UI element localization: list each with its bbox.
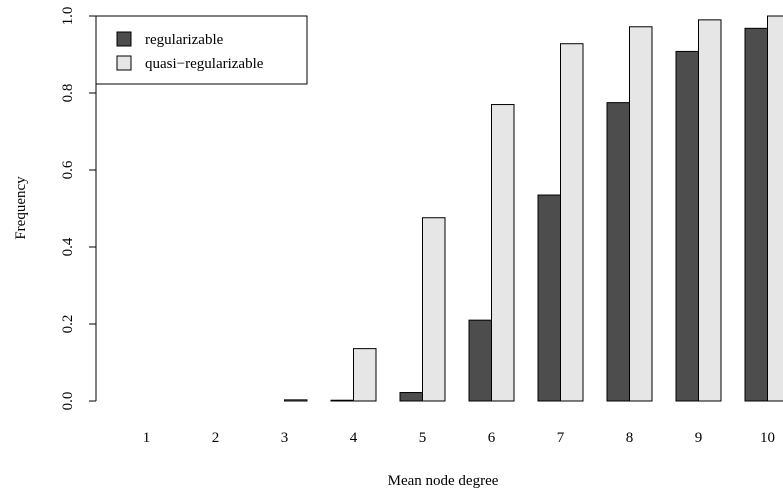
bar-regularizable — [675, 50, 699, 402]
y-tick-label: 1.0 — [60, 7, 76, 26]
legend-swatch — [116, 55, 132, 71]
legend: regularizable quasi−regularizable — [95, 15, 308, 85]
bar-regularizable — [468, 319, 492, 402]
y-tick-label: 0.4 — [60, 237, 76, 256]
bar-quasi-regularizable — [560, 43, 584, 402]
x-tick-label: 2 — [212, 430, 220, 446]
legend-swatch — [116, 31, 132, 47]
x-axis-title: Mean node degree — [388, 473, 499, 489]
bars — [284, 15, 783, 402]
x-tick-label: 5 — [419, 430, 427, 446]
bar-regularizable — [399, 392, 423, 402]
bar-regularizable — [744, 27, 768, 402]
x-tick-label: 10 — [760, 430, 775, 446]
y-tick-label: 0.6 — [60, 160, 76, 179]
x-tick-label: 8 — [626, 430, 634, 446]
y-tick-label: 0.0 — [60, 392, 76, 411]
bar-quasi-regularizable — [629, 26, 653, 402]
bar-quasi-regularizable — [767, 15, 783, 402]
y-tick-label: 0.8 — [60, 84, 76, 103]
y-axis-title: Frequency — [13, 176, 29, 240]
y-tick-label: 0.2 — [60, 315, 76, 334]
x-tick-labels: 1 2 3 4 5 6 7 8 9 10 — [143, 430, 775, 446]
x-tick-label: 7 — [557, 430, 565, 446]
x-tick-label: 6 — [488, 430, 496, 446]
bar-quasi-regularizable — [353, 348, 377, 402]
bar-quasi-regularizable — [422, 217, 446, 402]
x-tick-label: 9 — [695, 430, 703, 446]
y-axis: 0.0 0.2 0.4 0.6 0.8 1.0 — [60, 7, 97, 411]
bar-regularizable — [606, 102, 630, 402]
bar-quasi-regularizable — [284, 399, 308, 402]
x-tick-label: 4 — [350, 430, 358, 446]
bar-regularizable — [330, 399, 354, 402]
x-tick-label: 3 — [281, 430, 289, 446]
legend-box — [95, 15, 308, 85]
bar-regularizable — [537, 194, 561, 402]
bar-quasi-regularizable — [698, 19, 722, 402]
x-tick-label: 1 — [143, 430, 151, 446]
legend-label: regularizable — [145, 32, 224, 48]
bar-quasi-regularizable — [491, 104, 515, 402]
legend-label: quasi−regularizable — [145, 56, 264, 72]
